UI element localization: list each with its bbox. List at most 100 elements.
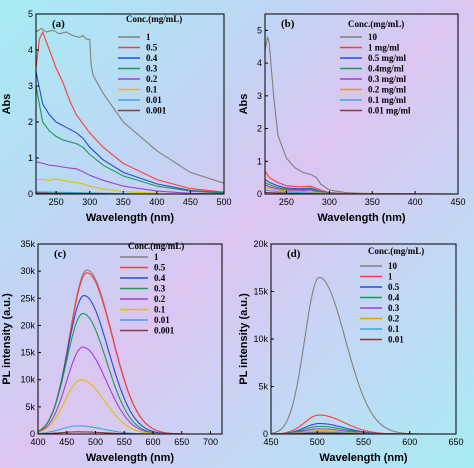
legend-entry: 0.2: [388, 314, 400, 324]
x-tick-label: 500: [216, 197, 231, 207]
x-axis-label: Wavelength (nm): [317, 212, 406, 224]
y-tick-label: 25k: [20, 293, 35, 303]
y-tick-label: 5k: [25, 402, 35, 412]
legend-entry: 1 mg/ml: [368, 43, 400, 53]
series-line-0.2: [36, 161, 224, 194]
x-tick-label: 300: [82, 197, 97, 207]
legend-entry: 0.3: [388, 303, 400, 313]
legend-entry: 0.01 mg/ml: [368, 106, 411, 116]
x-tick-label: 300: [322, 197, 337, 207]
x-tick-label: 250: [279, 197, 294, 207]
legend-entry: 0.3 mg/ml: [368, 74, 406, 84]
x-tick-label: 650: [448, 437, 463, 447]
x-tick-label: 500: [310, 437, 325, 447]
y-tick-label: 5: [28, 9, 33, 19]
legend-entry: 10: [388, 261, 398, 271]
chart-b-svg: 250 300 350 400 450 0 1 2 3 4 5 Wavelength (nm) Abs (…: [238, 13, 466, 224]
plot-frame: [37, 243, 223, 435]
panel-c: 400 450 500 550 600 650 700 0 5k 10k 15k 20k 25k 30k 3…: [0, 234, 237, 468]
x-tick-label: 450: [263, 437, 278, 447]
x-axis-label: Wavelength (nm): [319, 452, 408, 464]
legend-entry: 0.01: [146, 95, 162, 105]
x-tick-label: 550: [356, 437, 371, 447]
x-tick-label: 250: [49, 197, 64, 207]
series-line-10: [271, 276, 456, 434]
legend-entry: 0.1: [388, 324, 400, 334]
legend-entry: 10: [368, 32, 378, 42]
legend-entry: 0.2 mg/ml: [368, 85, 406, 95]
series-line-1: [271, 414, 456, 434]
y-tick-label: 0: [28, 189, 33, 199]
x-tick-label: 350: [365, 197, 380, 207]
y-tick-label: 0: [257, 189, 262, 199]
x-tick-label: 450: [450, 197, 465, 207]
legend-entry: 0.001: [154, 326, 175, 336]
series-line-0.1: [36, 178, 224, 194]
y-tick-label: 35k: [20, 239, 35, 249]
legend-entry: 0.4: [154, 273, 166, 283]
y-tick-label: 0: [263, 429, 268, 439]
y-tick-label: 5: [257, 25, 262, 35]
series-line-0.01: [38, 425, 222, 434]
x-axis-label: Wavelength (nm): [86, 452, 175, 464]
x-tick-label: 600: [145, 437, 160, 447]
series-line-0.3: [38, 312, 222, 434]
x-tick-label: 500: [88, 437, 103, 447]
legend-entry: 0.5 mg/ml: [368, 53, 406, 63]
y-axis-label: PL intensity (a.u.): [238, 293, 250, 385]
y-tick-label: 4: [28, 45, 33, 55]
series-line-0.3: [36, 85, 224, 194]
legend-title: Conc.(mg/mL): [126, 14, 182, 24]
legend-entry: 0.2: [154, 294, 166, 304]
panel-label: (a): [52, 18, 65, 30]
legend-entry: 0.1: [146, 85, 158, 95]
x-tick-label: 450: [59, 437, 74, 447]
x-tick-label: 700: [203, 437, 218, 447]
legend-entry: 1: [154, 252, 159, 262]
panel-a: 250 300 350 400 450 500 0 1 2 3 4 5 Wavelength (nm) A…: [0, 0, 237, 234]
legend-entry: 0.01: [388, 335, 404, 345]
chart-c-svg: 400 450 500 550 600 650 700 0 5k 10k 15k 20k 25k 30k 3…: [1, 239, 223, 464]
x-tick-label: 600: [402, 437, 417, 447]
x-tick-label: 650: [174, 437, 189, 447]
series-group: [38, 269, 222, 434]
plot-frame: [35, 13, 225, 195]
y-axis-label: PL intensity (a.u.): [1, 293, 13, 385]
series-line-0.4: [38, 295, 222, 434]
legend-entry: 0.4mg/ml: [368, 64, 404, 74]
legend-entry: 0.5: [154, 263, 166, 273]
legend-entry: 0.3: [146, 64, 158, 74]
legend-entry: 1: [388, 272, 393, 282]
x-tick-label: 450: [183, 197, 198, 207]
series-line-1: [36, 27, 224, 184]
legend-entry: 0.1: [154, 305, 166, 315]
y-tick-label: 30k: [20, 266, 35, 276]
y-tick-label: 3: [28, 81, 33, 91]
y-tick-label: 5k: [258, 382, 268, 392]
y-tick-label: 1: [257, 156, 262, 166]
series-group: [36, 27, 224, 194]
y-tick-label: 3: [257, 91, 262, 101]
y-tick-label: 1: [28, 153, 33, 163]
y-axis-label: Abs: [1, 94, 13, 115]
legend-entry: 0.2: [146, 74, 158, 84]
y-tick-label: 15k: [253, 287, 268, 297]
legend-entry: 0.5: [146, 43, 158, 53]
y-tick-label: 10k: [253, 334, 268, 344]
series-line-0.2: [38, 346, 222, 434]
legend-entry: 0.01: [154, 315, 170, 325]
series-line-0.1-mg-ml: [265, 189, 458, 194]
x-tick-label: 400: [149, 197, 164, 207]
plot-frame: [264, 13, 459, 195]
legend-entry: 0.4: [146, 53, 158, 63]
legend-entry: 0.4: [388, 293, 400, 303]
chart-a-svg: 250 300 350 400 450 500 0 1 2 3 4 5 Wavelength (nm) A…: [1, 9, 232, 224]
y-tick-label: 10k: [20, 375, 35, 385]
y-tick-label: 20k: [253, 239, 268, 249]
legend-title: Conc.(mg/mL): [128, 241, 184, 251]
y-axis-label: Abs: [238, 94, 250, 115]
panel-b: 250 300 350 400 450 0 1 2 3 4 5 Wavelength (nm) Abs (…: [237, 0, 474, 234]
x-tick-label: 400: [30, 437, 45, 447]
panel-label: (b): [281, 18, 295, 30]
legend-title: Conc.(mg/mL): [368, 246, 424, 256]
